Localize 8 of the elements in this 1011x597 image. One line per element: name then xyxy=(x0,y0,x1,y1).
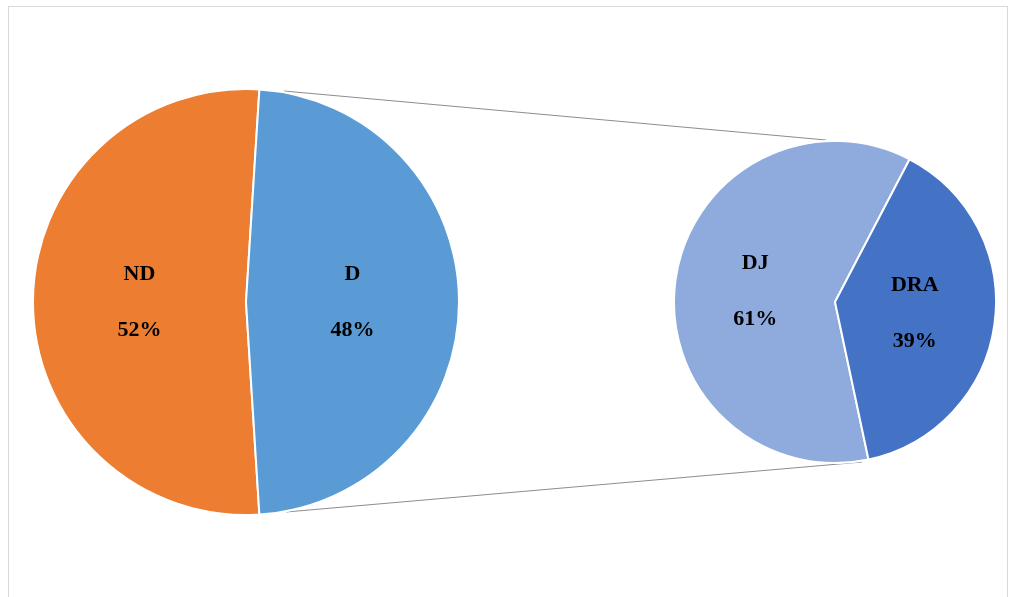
data-label: 39% xyxy=(892,326,937,352)
data-label: 52% xyxy=(117,315,162,341)
slice-label: D xyxy=(344,259,361,285)
data-label: 48% xyxy=(330,315,375,341)
slice-label: DJ xyxy=(741,248,769,274)
data-label: 61% xyxy=(733,304,778,330)
slice-label: DRA xyxy=(890,270,939,296)
slice-label: ND xyxy=(123,259,156,285)
